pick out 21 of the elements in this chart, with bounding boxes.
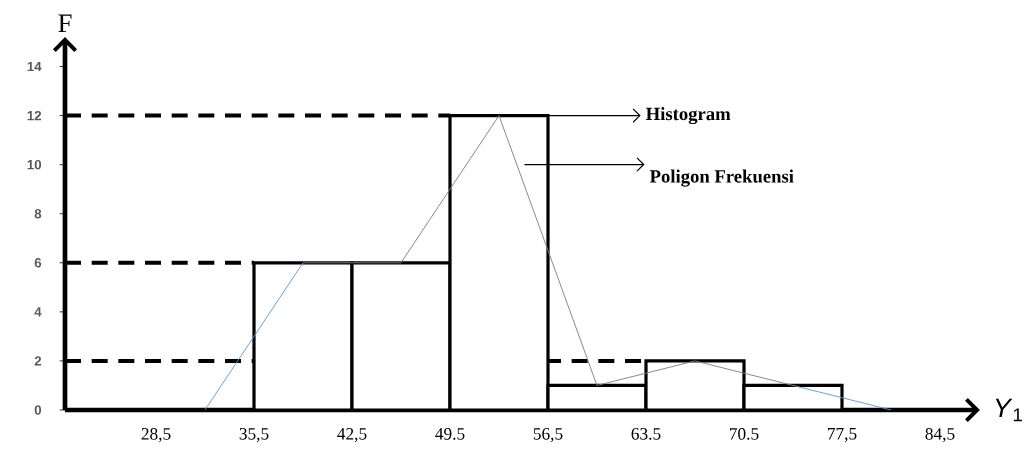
x-tick-label: 70.5 [729,428,759,440]
y-tick-label: 6 [34,258,42,268]
x-tick-label: 35,5 [239,428,269,443]
annotation: Poligon Frekuensi [649,169,794,187]
y-tick-label: 8 [34,209,42,219]
y-tick-label: 14 [27,61,42,72]
x-tick-label: 49.5 [435,428,465,440]
x-tick-label: 63.5 [631,428,661,440]
y-tick-label: 2 [34,356,42,366]
x-tick-label: 84,5 [925,428,955,443]
y-tick-label: 12 [27,110,42,121]
y-axis-title: F [58,14,72,32]
y-tick-label: 4 [34,307,42,317]
x-tick-label: 28,5 [141,428,171,443]
annotation: Histogram [645,107,731,125]
x-tick-label: 42,5 [337,428,367,443]
x-tick-label: 56,5 [533,428,563,443]
x-axis-title: Y$_{1}$ [995,398,1022,422]
y-tick-label: 0 [34,405,42,415]
y-tick-label: 10 [27,159,42,170]
x-tick-label: 77,5 [827,428,857,443]
